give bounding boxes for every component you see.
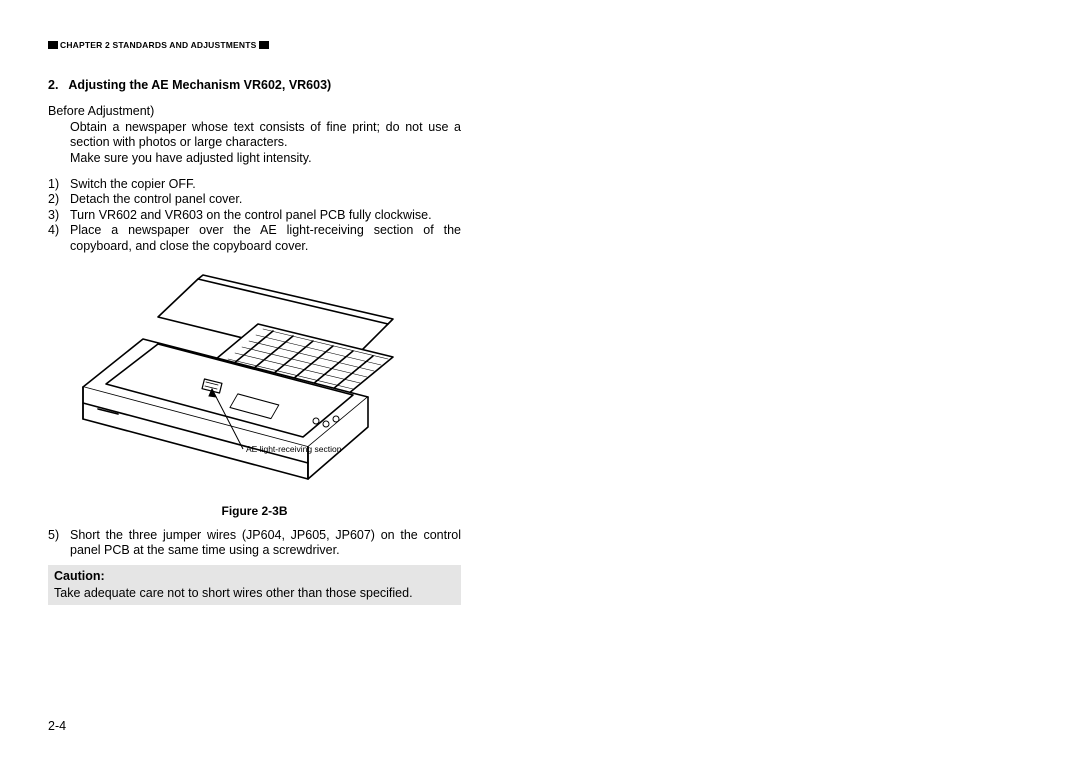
steps-list-a: 1) Switch the copier OFF. 2) Detach the … — [48, 177, 461, 255]
step-number: 3) — [48, 208, 70, 224]
step-row: 5) Short the three jumper wires (JP604, … — [48, 528, 461, 559]
caution-text: Take adequate care not to short wires ot… — [54, 585, 455, 601]
step-number: 1) — [48, 177, 70, 193]
step-row: 2) Detach the control panel cover. — [48, 192, 461, 208]
figure-callout-label: AE light-receiving section — [246, 444, 342, 454]
caution-block: Caution: Take adequate care not to short… — [48, 565, 461, 605]
copier-diagram-svg: AE light-receiving section — [48, 269, 461, 489]
steps-list-b: 5) Short the three jumper wires (JP604, … — [48, 528, 461, 559]
figure-caption: Figure 2-3B — [48, 504, 461, 518]
note-line: Obtain a newspaper whose text consists o… — [70, 120, 461, 151]
step-number: 4) — [48, 223, 70, 254]
before-adjustment-label: Before Adjustment) — [48, 104, 461, 120]
page-number: 2-4 — [48, 719, 66, 733]
section-title-text: Adjusting the AE Mechanism VR602, VR603) — [68, 78, 331, 92]
chapter-header-text: CHAPTER 2 STANDARDS AND ADJUSTMENTS — [58, 40, 259, 50]
figure-2-3b: AE light-receiving section — [48, 269, 461, 494]
step-text: Switch the copier OFF. — [70, 177, 461, 193]
step-number: 2) — [48, 192, 70, 208]
step-row: 3) Turn VR602 and VR603 on the control p… — [48, 208, 461, 224]
step-number: 5) — [48, 528, 70, 559]
section-number: 2. — [48, 78, 58, 92]
step-text: Place a newspaper over the AE light-rece… — [70, 223, 461, 254]
step-text: Turn VR602 and VR603 on the control pane… — [70, 208, 461, 224]
bar-right-block — [259, 41, 269, 49]
step-text: Detach the control panel cover. — [70, 192, 461, 208]
step-row: 1) Switch the copier OFF. — [48, 177, 461, 193]
step-text: Short the three jumper wires (JP604, JP6… — [70, 528, 461, 559]
section-title: 2. Adjusting the AE Mechanism VR602, VR6… — [48, 78, 461, 92]
before-adjustment-notes: Obtain a newspaper whose text consists o… — [48, 120, 461, 167]
caution-label: Caution: — [54, 569, 455, 583]
chapter-header-bar: CHAPTER 2 STANDARDS AND ADJUSTMENTS — [48, 40, 1032, 50]
page: CHAPTER 2 STANDARDS AND ADJUSTMENTS 2. A… — [0, 0, 1080, 763]
content-column: 2. Adjusting the AE Mechanism VR602, VR6… — [48, 78, 461, 605]
bar-left-block — [48, 41, 58, 49]
note-line: Make sure you have adjusted light intens… — [70, 151, 461, 167]
step-row: 4) Place a newspaper over the AE light-r… — [48, 223, 461, 254]
